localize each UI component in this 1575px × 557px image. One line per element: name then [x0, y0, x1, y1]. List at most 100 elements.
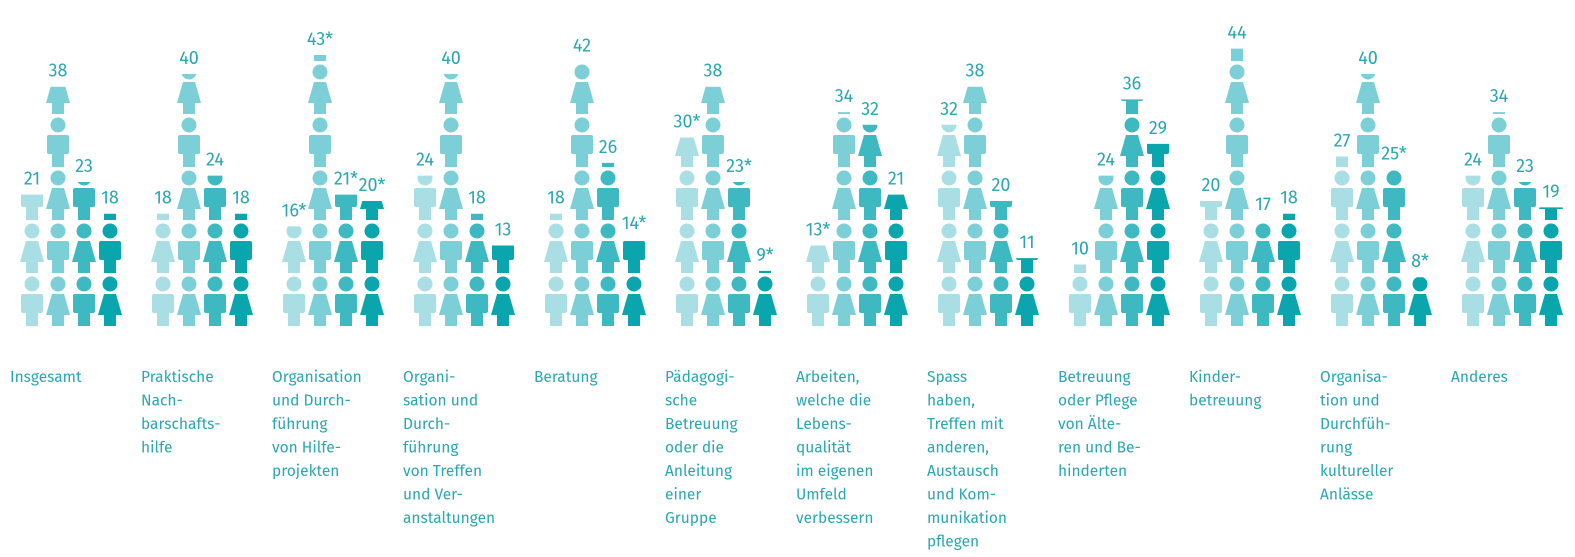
- value-label: 19: [1542, 180, 1559, 202]
- category-label-line: und Kom-: [927, 487, 996, 505]
- value-label: 27: [1334, 130, 1351, 152]
- value-label: 16*: [282, 199, 307, 221]
- category-label-line: Praktische: [141, 369, 214, 387]
- category-label-line: munikation: [927, 510, 1007, 528]
- value-label: 42: [573, 34, 591, 56]
- pictogram-column: [151, 213, 175, 326]
- value-label: 23: [75, 155, 93, 177]
- category-label-line: kultureller: [1320, 463, 1393, 481]
- pictogram-column: [491, 245, 515, 326]
- category-label-line: von Treffen: [403, 463, 482, 481]
- pictogram-column: [1094, 175, 1118, 326]
- pictogram-column: [1487, 112, 1511, 326]
- category-label-line: betreuung: [1189, 393, 1262, 411]
- pictogram-column: [832, 112, 856, 326]
- pictogram-column: [727, 181, 751, 326]
- category-label: Spass haben, Treffen mit anderen, Austausch u…: [927, 369, 1007, 552]
- value-label: 20*: [359, 174, 386, 196]
- value-label: 23: [1516, 155, 1534, 177]
- pictogram-column: [439, 74, 463, 326]
- category-label-line: tion und: [1320, 393, 1380, 411]
- category-label-line: Lebens-: [796, 416, 852, 434]
- value-label: 40: [179, 47, 199, 69]
- pictogram-column: [98, 213, 122, 326]
- category-label-line: qualität: [796, 440, 851, 458]
- value-label: 21: [24, 168, 40, 190]
- pictogram-column: [334, 194, 358, 326]
- pictogram-column: [1277, 213, 1301, 326]
- category-label-line: Betreuung: [665, 416, 739, 434]
- category-label: Organisa-tion und Durchfüh-rung kulturelle…: [1320, 369, 1393, 505]
- category-label-line: Anlässe: [1320, 487, 1373, 505]
- category-label-line: Spass: [927, 369, 967, 387]
- category-label-line: sation und: [403, 393, 478, 411]
- value-label: 9*: [756, 244, 773, 266]
- pictogram-column: [1199, 201, 1223, 326]
- value-label: 18: [547, 187, 565, 209]
- value-label: 24: [1464, 149, 1482, 171]
- value-label: 25*: [1381, 142, 1407, 164]
- value-label: 30*: [674, 111, 701, 133]
- pictogram-column: [596, 162, 620, 326]
- pictogram-column: [675, 137, 699, 326]
- value-label: 29: [1149, 117, 1167, 139]
- category-label-line: Anleitung: [665, 463, 733, 481]
- pictogram-column: [1251, 223, 1275, 326]
- value-label: 18: [1280, 187, 1298, 209]
- pictogram-column: [1120, 99, 1144, 326]
- category-label-line: Treffen mit: [927, 416, 1004, 434]
- pictogram-column: [884, 194, 908, 326]
- pictogram-column: [413, 175, 437, 326]
- value-label: 43*: [307, 28, 333, 50]
- value-label: 13*: [806, 218, 831, 240]
- value-label: 11: [1019, 231, 1034, 253]
- value-label: 23*: [726, 155, 752, 177]
- category-label-line: oder Pflege: [1058, 393, 1138, 411]
- pictogram-column: [1356, 74, 1380, 326]
- category-label-line: im eigenen: [796, 463, 873, 481]
- category-label-line: Nach-: [141, 393, 183, 411]
- category-label: Arbeiten, welche die Lebens-qualität im eig…: [796, 369, 874, 528]
- category-label-line: Kinder-: [1189, 369, 1241, 387]
- value-label: 40: [441, 47, 461, 69]
- category-label-line: Betreuung: [1058, 369, 1132, 387]
- category-label-line: ren und Be-: [1058, 440, 1141, 458]
- pictogram-column: [622, 241, 646, 326]
- category-label: Organi-sation und Durch-führung von Treffe…: [403, 369, 495, 528]
- value-label: 21: [888, 168, 904, 190]
- category-label-line: Umfeld: [796, 487, 847, 505]
- category-label-line: Arbeiten,: [796, 369, 860, 387]
- pictogram-column: [46, 86, 70, 326]
- category-label: Insgesamt: [10, 369, 82, 387]
- category-label-line: oder die: [665, 440, 724, 458]
- value-label: 40: [1358, 47, 1378, 69]
- value-label: 18: [232, 187, 250, 209]
- pictogram-column: [858, 124, 882, 326]
- category-label-line: projekten: [272, 463, 339, 481]
- category-label-line: von Hilfe-: [272, 440, 341, 458]
- category-label-line: Pädagogi-: [665, 369, 735, 387]
- value-label: 24: [206, 149, 224, 171]
- category-label-line: hilfe: [141, 440, 172, 458]
- pictogram-column: [1513, 181, 1537, 326]
- category-label-line: von Älte-: [1058, 416, 1121, 434]
- pictogram-column: [1015, 258, 1039, 326]
- pictogram-column: [465, 213, 489, 326]
- category-label-line: verbessern: [796, 510, 874, 528]
- value-label: 24: [1097, 149, 1115, 171]
- category-label-line: pflegen: [927, 534, 979, 552]
- pictogram-column: [203, 175, 227, 326]
- category-label-line: einer: [665, 487, 701, 505]
- category-label-line: Gruppe: [665, 510, 717, 528]
- pictogram-column: [1146, 143, 1170, 326]
- value-label: 26: [599, 136, 618, 158]
- category-label-line: Anderes: [1451, 369, 1508, 387]
- value-label: 24: [416, 149, 434, 171]
- value-label: 38: [49, 60, 68, 82]
- pictogram-column: [1408, 277, 1432, 326]
- value-label: 20: [1202, 174, 1221, 196]
- category-label-line: Durchfüh-: [1320, 416, 1391, 434]
- category-label: Pädagogi-sche Betreuung oder die Anleitung e…: [665, 369, 739, 528]
- pictogram-column: [1382, 170, 1406, 326]
- value-label: 18: [101, 187, 119, 209]
